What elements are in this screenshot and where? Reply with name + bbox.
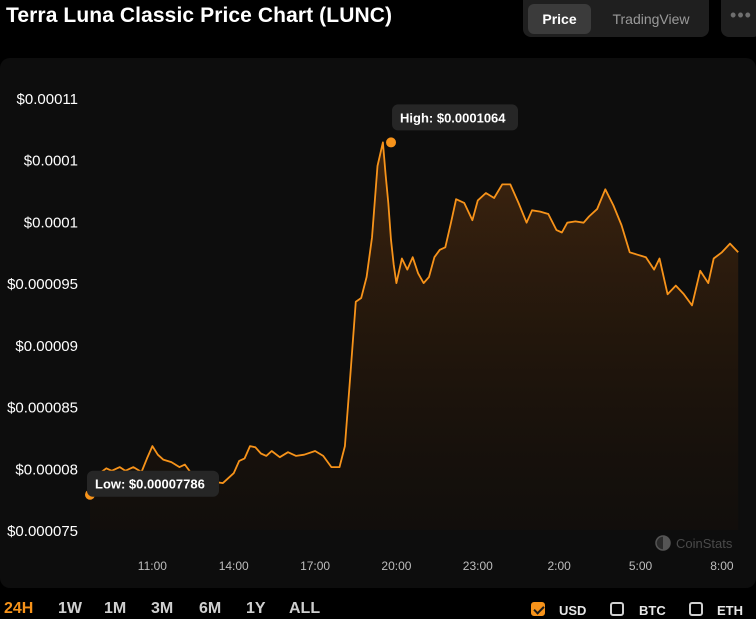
y-tick-label: $0.0001 [24, 214, 78, 231]
range-24h[interactable]: 24H [4, 600, 34, 617]
high-tooltip [392, 104, 519, 131]
x-tick-label: 2:00 [547, 559, 571, 573]
range-all[interactable]: ALL [289, 600, 321, 617]
range-1w[interactable]: 1W [58, 600, 82, 617]
price-area [90, 142, 739, 530]
range-1m[interactable]: 1M [104, 600, 127, 617]
page-title: Terra Luna Classic Price Chart (LUNC) [6, 4, 393, 27]
x-tick-label: 5:00 [629, 559, 653, 573]
x-tick-label: 8:00 [710, 559, 734, 573]
eth-checkbox[interactable] [689, 602, 703, 616]
y-tick-label: $0.00008 [15, 461, 78, 478]
btc-label: BTC [639, 603, 666, 618]
range-3m[interactable]: 3M [151, 600, 174, 617]
coinstats-watermark: CoinStats [655, 535, 733, 551]
y-tick-label: $0.00009 [15, 338, 78, 355]
tab-tradingview[interactable]: TradingView [612, 11, 690, 27]
y-tick-label: $0.000085 [7, 400, 78, 417]
usd-label: USD [559, 603, 587, 618]
x-tick-label: 23:00 [463, 559, 493, 573]
more-dots-icon[interactable]: ••• [721, 0, 756, 37]
x-tick-label: 20:00 [381, 559, 411, 573]
y-tick-label: $0.000075 [7, 523, 78, 540]
range-selector: 24H 1W 1M 3M 6M 1Y ALL USD BTC ETH [0, 596, 756, 619]
x-tick-label: 17:00 [300, 559, 330, 573]
low-tooltip [87, 470, 219, 497]
high-label: High: $0.0001064 [400, 110, 506, 125]
price-chart: $0.00011 $0.0001 $0.0001 $0.000095 $0.00009 $… [7, 91, 739, 573]
range-6m[interactable]: 6M [199, 600, 222, 617]
usd-checkbox[interactable] [531, 602, 545, 616]
range-1y[interactable]: 1Y [246, 600, 266, 617]
y-tick-label: $0.0001 [24, 153, 78, 170]
y-tick-label: $0.00011 [17, 91, 78, 108]
x-tick-label: 11:00 [138, 559, 167, 573]
x-tick-label: 14:00 [219, 559, 249, 573]
tab-price[interactable]: Price [528, 4, 591, 34]
high-marker [386, 137, 397, 148]
chart-view-toggle: Price TradingView [523, 0, 709, 37]
low-label: Low: $0.00007786 [95, 477, 205, 492]
svg-text:CoinStats: CoinStats [676, 536, 733, 551]
btc-checkbox[interactable] [610, 602, 624, 616]
y-tick-label: $0.000095 [7, 276, 78, 293]
eth-label: ETH [717, 603, 743, 618]
